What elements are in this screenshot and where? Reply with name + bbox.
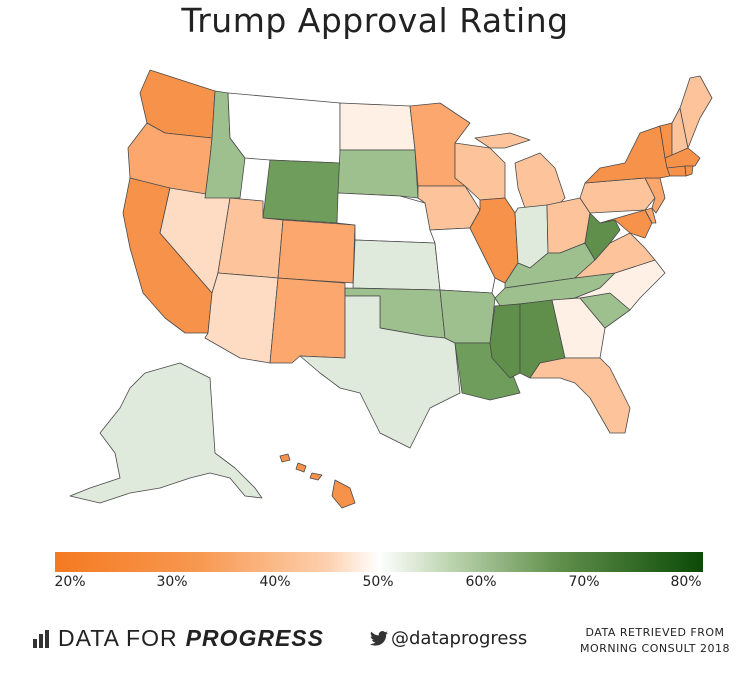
data-source-note: DATA RETRIEVED FROM MORNING CONSULT 2018 xyxy=(580,625,730,657)
state-hawaii[interactable] xyxy=(279,453,356,509)
twitter-bird-icon xyxy=(370,631,388,646)
state-north-carolina[interactable] xyxy=(574,259,666,311)
state-kansas[interactable] xyxy=(352,239,441,291)
state-wyoming[interactable] xyxy=(262,159,341,224)
state-alaska[interactable] xyxy=(69,362,263,504)
bar-chart-icon xyxy=(33,629,49,648)
legend-tick: 70% xyxy=(568,574,600,590)
state-texas[interactable] xyxy=(299,295,461,449)
legend-ticks: 20% 30% 40% 50% 60% 70% 80% xyxy=(0,574,750,594)
state-illinois[interactable] xyxy=(469,197,519,284)
state-maine[interactable] xyxy=(679,75,713,149)
source-line-1: DATA RETRIEVED FROM xyxy=(585,626,725,639)
legend-tick: 40% xyxy=(259,574,291,590)
legend-tick: 60% xyxy=(465,574,497,590)
brand-name-bold: PROGRESS xyxy=(185,625,324,651)
state-north-dakota[interactable] xyxy=(339,102,416,151)
state-west-virginia[interactable] xyxy=(584,212,621,261)
state-arizona[interactable] xyxy=(204,272,279,364)
state-new-york[interactable] xyxy=(584,125,671,184)
brand-name-regular: DATA FOR xyxy=(58,625,178,651)
state-connecticut[interactable] xyxy=(666,165,687,177)
twitter-handle: @dataprogress xyxy=(370,628,527,649)
state-rhode-island[interactable] xyxy=(684,165,694,177)
us-state-map xyxy=(69,69,713,509)
state-arkansas[interactable] xyxy=(439,289,496,344)
legend-tick: 50% xyxy=(362,574,394,590)
state-montana[interactable] xyxy=(227,92,341,164)
legend-color-bar xyxy=(55,552,703,572)
footer: DATA FOR PROGRESS @dataprogress DATA RET… xyxy=(0,615,750,665)
legend-tick: 20% xyxy=(54,574,86,590)
brand-logo: DATA FOR PROGRESS xyxy=(33,625,324,652)
state-florida[interactable] xyxy=(529,357,631,434)
legend-tick: 80% xyxy=(670,574,702,590)
map-title: Trump Approval Rating xyxy=(181,1,569,40)
state-colorado[interactable] xyxy=(277,219,356,284)
state-south-dakota[interactable] xyxy=(337,149,419,199)
source-line-2: MORNING CONSULT 2018 xyxy=(580,642,730,655)
state-delaware[interactable] xyxy=(644,207,657,224)
state-new-mexico[interactable] xyxy=(269,277,346,364)
handle-text: @dataprogress xyxy=(391,628,528,649)
state-massachusetts[interactable] xyxy=(664,147,701,169)
legend-tick: 30% xyxy=(156,574,188,590)
state-pennsylvania[interactable] xyxy=(579,177,656,214)
